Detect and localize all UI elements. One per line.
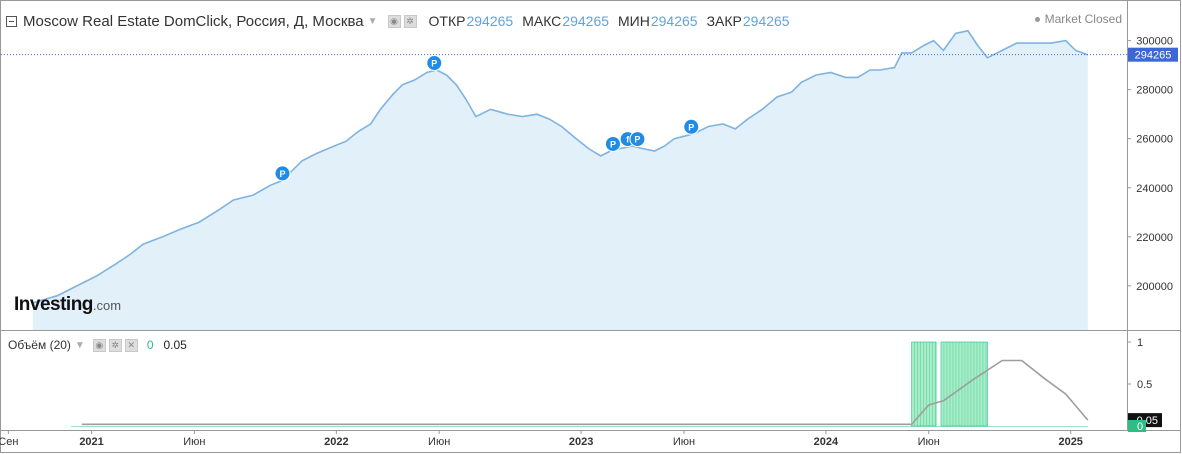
event-marker-label: P xyxy=(279,169,285,179)
eye-icon[interactable]: ◉ xyxy=(387,14,401,28)
time-tick-label: Июн xyxy=(673,436,695,448)
volume-value: 0 xyxy=(146,338,154,352)
close-icon[interactable]: ✕ xyxy=(124,338,138,352)
price-tick-label: 300000 xyxy=(1136,36,1173,48)
event-marker-label: P xyxy=(688,122,694,132)
volume-title[interactable]: Объём (20) xyxy=(8,338,71,352)
high-label: МАКС xyxy=(522,13,562,29)
chevron-down-icon[interactable]: ▼ xyxy=(367,15,378,27)
time-tick-label: 2022 xyxy=(324,436,348,448)
low-label: МИН xyxy=(618,13,650,29)
price-line xyxy=(32,29,1089,304)
volume-tag xyxy=(1128,420,1146,432)
price-area xyxy=(32,30,1088,331)
logo-suffix: .com xyxy=(92,298,122,313)
volume-tick-label: 1 xyxy=(1137,337,1143,349)
time-tick-label: Июн xyxy=(428,436,450,448)
open-label: ОТКР xyxy=(428,13,466,29)
time-tick-label: Июн xyxy=(918,436,940,448)
last-price-value: 294265 xyxy=(1135,50,1172,62)
last-price-tag xyxy=(1128,47,1178,62)
volume-tag-value: 0 xyxy=(1137,421,1143,433)
time-tick-label: 2021 xyxy=(79,436,103,448)
volume-bar xyxy=(940,341,988,427)
chart-header: Moscow Real Estate DomClick, Россия, Д, … xyxy=(6,11,790,31)
event-marker-icon xyxy=(426,55,443,72)
price-tick-label: 200000 xyxy=(1136,281,1173,293)
collapse-icon[interactable] xyxy=(6,15,17,27)
eye-icon[interactable]: ◉ xyxy=(92,338,106,352)
time-tick-label: 2025 xyxy=(1058,436,1082,448)
event-marker-icon xyxy=(604,135,621,152)
price-tick-label: 280000 xyxy=(1136,85,1173,97)
event-marker-label: P xyxy=(431,59,437,69)
instrument-title[interactable]: Moscow Real Estate DomClick, Россия, Д, … xyxy=(23,12,364,30)
event-marker-label: P xyxy=(634,135,640,145)
event-marker-icon xyxy=(683,118,700,135)
volume-ma-line xyxy=(81,359,1089,426)
volume-tick-label: 0.5 xyxy=(1137,379,1152,391)
chevron-down-icon[interactable]: ▼ xyxy=(74,339,85,351)
time-tick-label: 2024 xyxy=(814,436,839,448)
open-value: 294265 xyxy=(466,13,514,29)
close-value: 294265 xyxy=(742,13,790,29)
event-marker-icon xyxy=(274,165,291,182)
price-tick-label: 220000 xyxy=(1136,232,1173,244)
event-marker-label: P xyxy=(610,139,616,149)
low-value: 294265 xyxy=(650,13,698,29)
investing-logo: Investing.com xyxy=(14,294,121,316)
high-value: 294265 xyxy=(562,13,610,29)
price-tick-label: 240000 xyxy=(1136,183,1173,195)
time-tick-label: Июн xyxy=(183,436,205,448)
market-status-text: Market Closed xyxy=(1044,12,1122,26)
time-tick-label: 2023 xyxy=(569,436,593,448)
event-marker-label: f xyxy=(626,135,630,145)
market-status: Market Closed xyxy=(1034,12,1122,26)
logo-main: Investing xyxy=(14,294,93,315)
price-tick-label: 260000 xyxy=(1136,134,1173,146)
gear-icon[interactable]: ✲ xyxy=(108,338,122,352)
status-dot-icon xyxy=(1034,16,1040,22)
gear-icon[interactable]: ✲ xyxy=(403,14,417,28)
volume-ma-value: 0.05 xyxy=(163,338,187,352)
close-label: ЗАКР xyxy=(706,13,742,29)
event-marker-icon xyxy=(629,131,646,148)
time-tick-label: Сен xyxy=(0,436,18,448)
volume-header: Объём (20) ▼ ◉ ✲ ✕ 0 0.05 xyxy=(8,338,187,352)
